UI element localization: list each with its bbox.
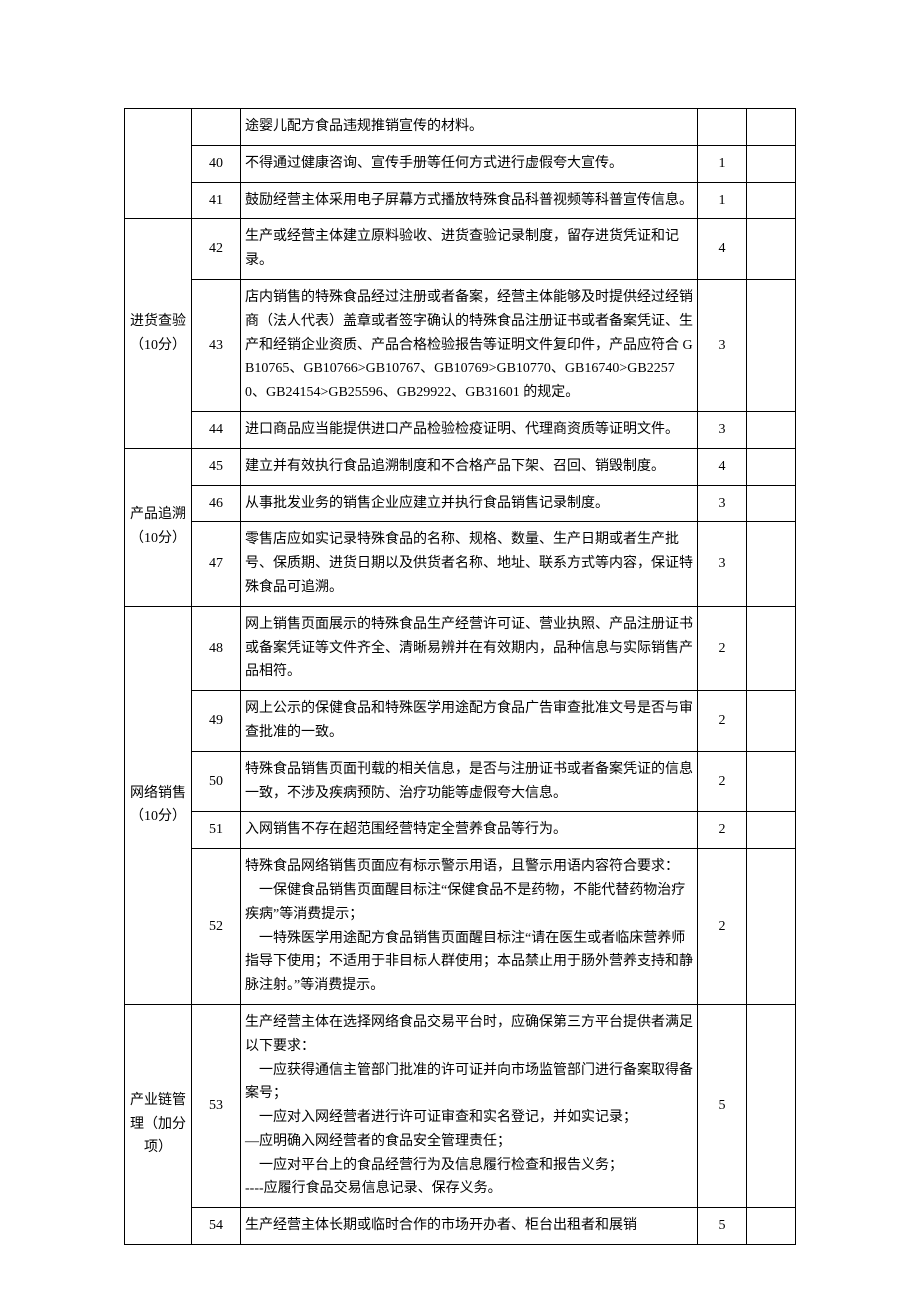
row-number-cell: 52 [192,849,241,1005]
score-cell: 3 [698,485,747,522]
assessment-table: 途婴儿配方食品违规推销宣传的材料。40不得通过健康咨询、宣传手册等任何方式进行虚… [124,108,796,1245]
row-number-cell: 40 [192,145,241,182]
row-number-cell: 41 [192,182,241,219]
category-cell: 产业链管理（加分项） [125,1004,192,1244]
row-number-cell [192,109,241,146]
row-number-cell: 48 [192,606,241,690]
category-cell: 进货查验（10分） [125,219,192,448]
score-cell: 4 [698,219,747,280]
description-cell: 途婴儿配方食品违规推销宣传的材料。 [241,109,698,146]
row-number-cell: 50 [192,751,241,812]
table-row: 网络销售（10分）48网上销售页面展示的特殊食品生产经营许可证、营业执照、产品注… [125,606,796,690]
blank-cell [747,219,796,280]
table-row: 产业链管理（加分项）53生产经营主体在选择网络食品交易平台时，应确保第三方平台提… [125,1004,796,1207]
description-cell: 生产经营主体长期或临时合作的市场开办者、柜台出租者和展销 [241,1208,698,1245]
blank-cell [747,522,796,606]
table-row: 44进口商品应当能提供进口产品检验检疫证明、代理商资质等证明文件。3 [125,411,796,448]
description-cell: 生产或经营主体建立原料验收、进货查验记录制度，留存进货凭证和记录。 [241,219,698,280]
score-cell: 2 [698,691,747,752]
blank-cell [747,812,796,849]
description-cell: 入网销售不存在超范围经营特定全营养食品等行为。 [241,812,698,849]
table-row: 52特殊食品网络销售页面应有标示警示用语，且警示用语内容符合要求： 一保健食品销… [125,849,796,1005]
score-cell: 3 [698,279,747,411]
score-cell: 1 [698,182,747,219]
score-cell: 2 [698,812,747,849]
blank-cell [747,182,796,219]
row-number-cell: 54 [192,1208,241,1245]
score-cell: 3 [698,522,747,606]
score-cell: 2 [698,606,747,690]
table-row: 51入网销售不存在超范围经营特定全营养食品等行为。2 [125,812,796,849]
description-cell: 建立并有效执行食品追溯制度和不合格产品下架、召回、销毁制度。 [241,448,698,485]
blank-cell [747,411,796,448]
blank-cell [747,849,796,1005]
blank-cell [747,691,796,752]
row-number-cell: 45 [192,448,241,485]
description-cell: 网上销售页面展示的特殊食品生产经营许可证、营业执照、产品注册证书或备案凭证等文件… [241,606,698,690]
row-number-cell: 47 [192,522,241,606]
row-number-cell: 46 [192,485,241,522]
blank-cell [747,485,796,522]
description-cell: 网上公示的保健食品和特殊医学用途配方食品广告审查批准文号是否与审查批准的一致。 [241,691,698,752]
table-row: 进货查验（10分）42生产或经营主体建立原料验收、进货查验记录制度，留存进货凭证… [125,219,796,280]
score-cell: 1 [698,145,747,182]
score-cell: 5 [698,1004,747,1207]
score-cell: 3 [698,411,747,448]
row-number-cell: 43 [192,279,241,411]
table-row: 47零售店应如实记录特殊食品的名称、规格、数量、生产日期或者生产批号、保质期、进… [125,522,796,606]
row-number-cell: 49 [192,691,241,752]
category-cell: 产品追溯（10分） [125,448,192,606]
category-cell: 网络销售（10分） [125,606,192,1004]
table-row: 54生产经营主体长期或临时合作的市场开办者、柜台出租者和展销5 [125,1208,796,1245]
score-cell [698,109,747,146]
description-cell: 零售店应如实记录特殊食品的名称、规格、数量、生产日期或者生产批号、保质期、进货日… [241,522,698,606]
blank-cell [747,606,796,690]
table-row: 49网上公示的保健食品和特殊医学用途配方食品广告审查批准文号是否与审查批准的一致… [125,691,796,752]
row-number-cell: 44 [192,411,241,448]
table-row: 产品追溯（10分）45建立并有效执行食品追溯制度和不合格产品下架、召回、销毁制度… [125,448,796,485]
table-row: 43店内销售的特殊食品经过注册或者备案，经营主体能够及时提供经过经销商（法人代表… [125,279,796,411]
table-row: 50特殊食品销售页面刊载的相关信息，是否与注册证书或者备案凭证的信息一致，不涉及… [125,751,796,812]
description-cell: 鼓励经营主体采用电子屏幕方式播放特殊食品科普视频等科普宣传信息。 [241,182,698,219]
blank-cell [747,751,796,812]
description-cell: 进口商品应当能提供进口产品检验检疫证明、代理商资质等证明文件。 [241,411,698,448]
category-cell [125,109,192,219]
table-row: 46从事批发业务的销售企业应建立并执行食品销售记录制度。3 [125,485,796,522]
blank-cell [747,279,796,411]
score-cell: 4 [698,448,747,485]
row-number-cell: 51 [192,812,241,849]
table-row: 41鼓励经营主体采用电子屏幕方式播放特殊食品科普视频等科普宣传信息。1 [125,182,796,219]
description-cell: 从事批发业务的销售企业应建立并执行食品销售记录制度。 [241,485,698,522]
description-cell: 特殊食品销售页面刊载的相关信息，是否与注册证书或者备案凭证的信息一致，不涉及疾病… [241,751,698,812]
table-row: 途婴儿配方食品违规推销宣传的材料。 [125,109,796,146]
row-number-cell: 53 [192,1004,241,1207]
table-row: 40不得通过健康咨询、宣传手册等任何方式进行虚假夸大宣传。1 [125,145,796,182]
blank-cell [747,1208,796,1245]
blank-cell [747,109,796,146]
blank-cell [747,145,796,182]
description-cell: 店内销售的特殊食品经过注册或者备案，经营主体能够及时提供经过经销商（法人代表）盖… [241,279,698,411]
description-cell: 生产经营主体在选择网络食品交易平台时，应确保第三方平台提供者满足以下要求： 一应… [241,1004,698,1207]
document-page: 途婴儿配方食品违规推销宣传的材料。40不得通过健康咨询、宣传手册等任何方式进行虚… [0,0,920,1285]
blank-cell [747,448,796,485]
score-cell: 2 [698,849,747,1005]
blank-cell [747,1004,796,1207]
row-number-cell: 42 [192,219,241,280]
description-cell: 特殊食品网络销售页面应有标示警示用语，且警示用语内容符合要求： 一保健食品销售页… [241,849,698,1005]
score-cell: 5 [698,1208,747,1245]
score-cell: 2 [698,751,747,812]
description-cell: 不得通过健康咨询、宣传手册等任何方式进行虚假夸大宣传。 [241,145,698,182]
